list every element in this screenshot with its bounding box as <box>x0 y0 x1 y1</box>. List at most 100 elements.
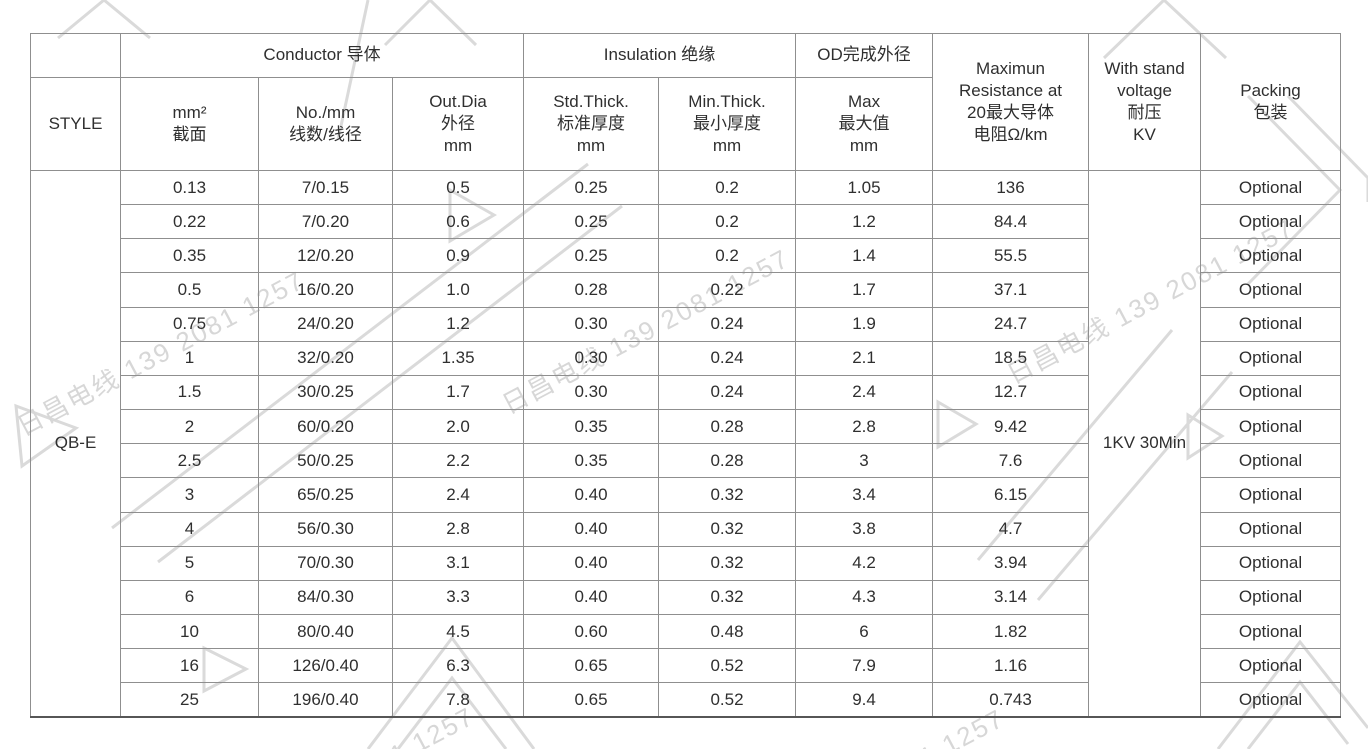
cell-od-max: 4.2 <box>795 545 934 581</box>
cell-std-thick: 0.25 <box>523 238 660 274</box>
cell-no-mm: 84/0.30 <box>258 579 393 616</box>
cell-no-mm: 196/0.40 <box>258 682 393 718</box>
cell-no-mm: 16/0.20 <box>258 272 393 308</box>
cell-out-dia: 2.2 <box>391 443 525 479</box>
cell-resistance: 7.6 <box>932 443 1090 479</box>
cell-packing: Optional <box>1200 238 1342 274</box>
cell-std-thick: 0.40 <box>523 477 660 513</box>
header-row-subcolumns: STYLE mm² 截面 No./mm 线数/线径 Out.Dia 外径 mm … <box>30 77 1341 171</box>
cell-mm2: 6 <box>120 579 259 616</box>
cell-out-dia: 1.35 <box>391 340 525 376</box>
cell-out-dia: 0.9 <box>391 238 525 274</box>
cell-packing: Optional <box>1200 545 1342 581</box>
cell-out-dia: 1.7 <box>391 374 525 411</box>
cell-od-max: 2.8 <box>795 409 934 445</box>
cell-resistance: 3.94 <box>932 545 1090 581</box>
cell-std-thick: 0.25 <box>523 204 660 240</box>
cell-out-dia: 1.2 <box>391 306 525 342</box>
cell-no-mm: 126/0.40 <box>258 648 393 684</box>
table-row: 3 65/0.25 2.4 0.40 0.32 3.4 6.15 Optional <box>31 477 1342 513</box>
cell-packing: Optional <box>1200 682 1342 718</box>
cell-no-mm: 70/0.30 <box>258 545 393 581</box>
wire-spec-table: Conductor 导体 Insulation 绝缘 OD完成外径 Maximu… <box>30 33 1342 718</box>
od-max-header: Max 最大值 mm <box>795 77 934 171</box>
cell-mm2: 4 <box>120 511 259 547</box>
cell-std-thick: 0.65 <box>523 648 660 684</box>
od-group-header: OD完成外径 <box>795 33 934 78</box>
cell-mm2: 5 <box>120 545 259 581</box>
cell-no-mm: 50/0.25 <box>258 443 393 479</box>
cell-packing: Optional <box>1200 272 1342 308</box>
cell-std-thick: 0.40 <box>523 511 660 547</box>
cell-od-max: 3.4 <box>795 477 934 513</box>
cell-out-dia: 0.5 <box>391 169 525 206</box>
table-header: Conductor 导体 Insulation 绝缘 OD完成外径 Maximu… <box>30 33 1342 171</box>
cell-mm2: 0.75 <box>120 306 259 342</box>
cell-mm2: 2 <box>120 409 259 445</box>
cell-out-dia: 1.0 <box>391 272 525 308</box>
cell-resistance: 24.7 <box>932 306 1090 342</box>
cell-std-thick: 0.40 <box>523 579 660 616</box>
cell-od-max: 9.4 <box>795 682 934 718</box>
table-row: 0.5 16/0.20 1.0 0.28 0.22 1.7 37.1 Optional <box>31 272 1342 308</box>
cell-packing: Optional <box>1200 511 1342 547</box>
cell-std-thick: 0.60 <box>523 614 660 650</box>
cell-od-max: 1.2 <box>795 204 934 240</box>
cell-packing: Optional <box>1200 374 1342 411</box>
cell-min-thick: 0.32 <box>658 511 797 547</box>
cell-std-thick: 0.30 <box>523 306 660 342</box>
conductor-group-header: Conductor 导体 <box>119 33 525 78</box>
cell-resistance: 18.5 <box>932 340 1090 376</box>
min-thick-header: Min.Thick. 最小厚度 mm <box>658 77 797 171</box>
cell-mm2: 1.5 <box>120 374 259 411</box>
cell-od-max: 1.9 <box>795 306 934 342</box>
cell-od-max: 1.05 <box>795 169 934 206</box>
cell-min-thick: 0.24 <box>658 374 797 411</box>
no-mm-header: No./mm 线数/线径 <box>258 77 393 171</box>
cell-std-thick: 0.30 <box>523 374 660 411</box>
cell-out-dia: 7.8 <box>391 682 525 718</box>
resistance-header: Maximun Resistance at 20最大导体 电阻Ω/km <box>932 33 1090 171</box>
cell-od-max: 1.7 <box>795 272 934 308</box>
spec-table-container: Conductor 导体 Insulation 绝缘 OD完成外径 Maximu… <box>30 33 1342 718</box>
packing-header: Packing 包装 <box>1200 33 1342 171</box>
cell-od-max: 3.8 <box>795 511 934 547</box>
table-row: QB-E 0.13 7/0.15 0.5 0.25 0.2 1.05 136 1KV 30Min… <box>30 169 1342 718</box>
cell-od-max: 7.9 <box>795 648 934 684</box>
cell-min-thick: 0.32 <box>658 477 797 513</box>
cell-od-max: 4.3 <box>795 579 934 616</box>
cell-no-mm: 24/0.20 <box>258 306 393 342</box>
table-row: 10 80/0.40 4.5 0.60 0.48 6 1.82 Optional <box>31 614 1342 650</box>
cell-mm2: 0.5 <box>120 272 259 308</box>
cell-resistance: 84.4 <box>932 204 1090 240</box>
watermark-triangle-icon <box>57 0 151 40</box>
cell-mm2: 2.5 <box>120 443 259 479</box>
cell-std-thick: 0.25 <box>523 169 660 206</box>
cell-packing: Optional <box>1200 169 1342 206</box>
cell-min-thick: 0.2 <box>658 204 797 240</box>
cell-mm2: 0.13 <box>120 169 259 206</box>
cell-resistance: 3.14 <box>932 579 1090 616</box>
table-body: QB-E 0.13 7/0.15 0.5 0.25 0.2 1.05 136 1KV 30Min… <box>30 169 1342 718</box>
cell-mm2: 3 <box>120 477 259 513</box>
cell-od-max: 2.1 <box>795 340 934 376</box>
cell-mm2: 1 <box>120 340 259 376</box>
withstand-voltage-header: With stand voltage 耐压 KV <box>1088 33 1202 171</box>
cell-resistance: 0.743 <box>932 682 1090 718</box>
cell-packing: Optional <box>1200 579 1342 616</box>
table-row: 6 84/0.30 3.3 0.40 0.32 4.3 3.14 Optional <box>31 579 1342 616</box>
style-header: STYLE <box>30 77 121 171</box>
cell-std-thick: 0.40 <box>523 545 660 581</box>
cell-std-thick: 0.65 <box>523 682 660 718</box>
cell-no-mm: 32/0.20 <box>258 340 393 376</box>
cell-packing: Optional <box>1200 204 1342 240</box>
cell-resistance: 6.15 <box>932 477 1090 513</box>
cell-min-thick: 0.22 <box>658 272 797 308</box>
cell-resistance: 136 <box>932 169 1090 206</box>
cell-packing: Optional <box>1200 306 1342 342</box>
cell-resistance: 4.7 <box>932 511 1090 547</box>
cell-mm2: 10 <box>120 614 259 650</box>
cell-min-thick: 0.32 <box>658 545 797 581</box>
style-value-cell: QB-E <box>30 170 121 718</box>
cell-out-dia: 4.5 <box>391 614 525 650</box>
